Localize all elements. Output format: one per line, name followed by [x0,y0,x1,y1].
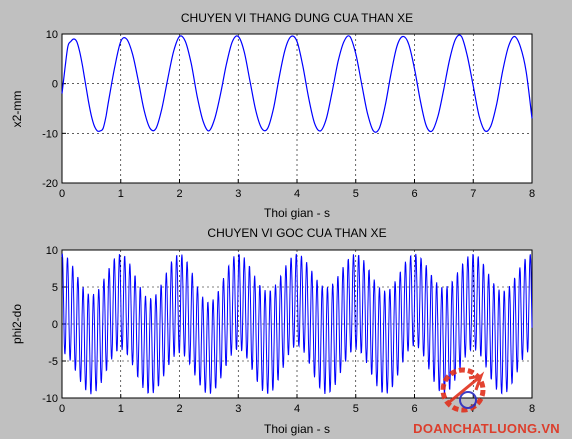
y-tick-label: 0 [52,319,58,331]
watermark-gear-icon [440,367,486,413]
x-tick-label: 4 [294,188,300,200]
x-tick-label: 8 [529,403,535,415]
y-tick-label: 10 [46,245,58,257]
watermark-arrow-icon [446,371,485,406]
y-tick-label: 5 [52,282,58,294]
x-tick-label: 1 [118,403,124,415]
y-tick-label: 10 [46,29,58,41]
y-axis-ticks: 10 0 -10 -20 [42,29,66,190]
y-tick-label: -5 [48,356,58,368]
y-axis-label: x2-mm [10,91,24,128]
x-tick-label: 2 [176,403,182,415]
x-tick-label: 5 [353,403,359,415]
plot-area [61,33,533,184]
chart-vertical-displacement: CHUYEN VI THANG DUNG CUA THAN XE 0 1 2 3 4 5 6… [10,11,535,220]
y-tick-label: -10 [42,393,58,405]
series-line [61,253,533,395]
x-axis-ticks: 0 1 2 3 4 5 6 7 8 [59,179,535,200]
y-tick-label: 0 [52,79,58,91]
y-tick-label: -10 [42,128,58,140]
y-tick-label: -20 [42,178,58,190]
x-tick-label: 3 [235,403,241,415]
x-tick-label: 3 [235,188,241,200]
x-tick-label: 5 [353,188,359,200]
x-tick-label: 1 [118,188,124,200]
chart-title: CHUYEN VI GOC CUA THAN XE [207,226,386,240]
watermark-inner-circle-icon [459,391,477,409]
x-tick-label: 2 [176,188,182,200]
x-axis-label: Thoi gian - s [264,206,330,220]
x-tick-label: 0 [59,188,65,200]
watermark-text: DOANCHATLUONG.VN [413,421,560,436]
x-tick-label: 6 [411,188,417,200]
x-axis-label: Thoi gian - s [264,422,330,436]
x-tick-label: 0 [59,403,65,415]
x-tick-label: 8 [529,188,535,200]
grid [62,34,532,183]
watermark-logo: DOANCHATLUONG.VN [413,367,560,436]
x-tick-label: 4 [294,403,300,415]
y-axis-label: phi2-do [10,304,24,344]
x-tick-label: 7 [470,188,476,200]
x-tick-label: 6 [411,403,417,415]
series-line [61,34,533,133]
y-axis-ticks: 10 5 0 -5 -10 [42,245,66,405]
chart-title: CHUYEN VI THANG DUNG CUA THAN XE [181,11,413,25]
